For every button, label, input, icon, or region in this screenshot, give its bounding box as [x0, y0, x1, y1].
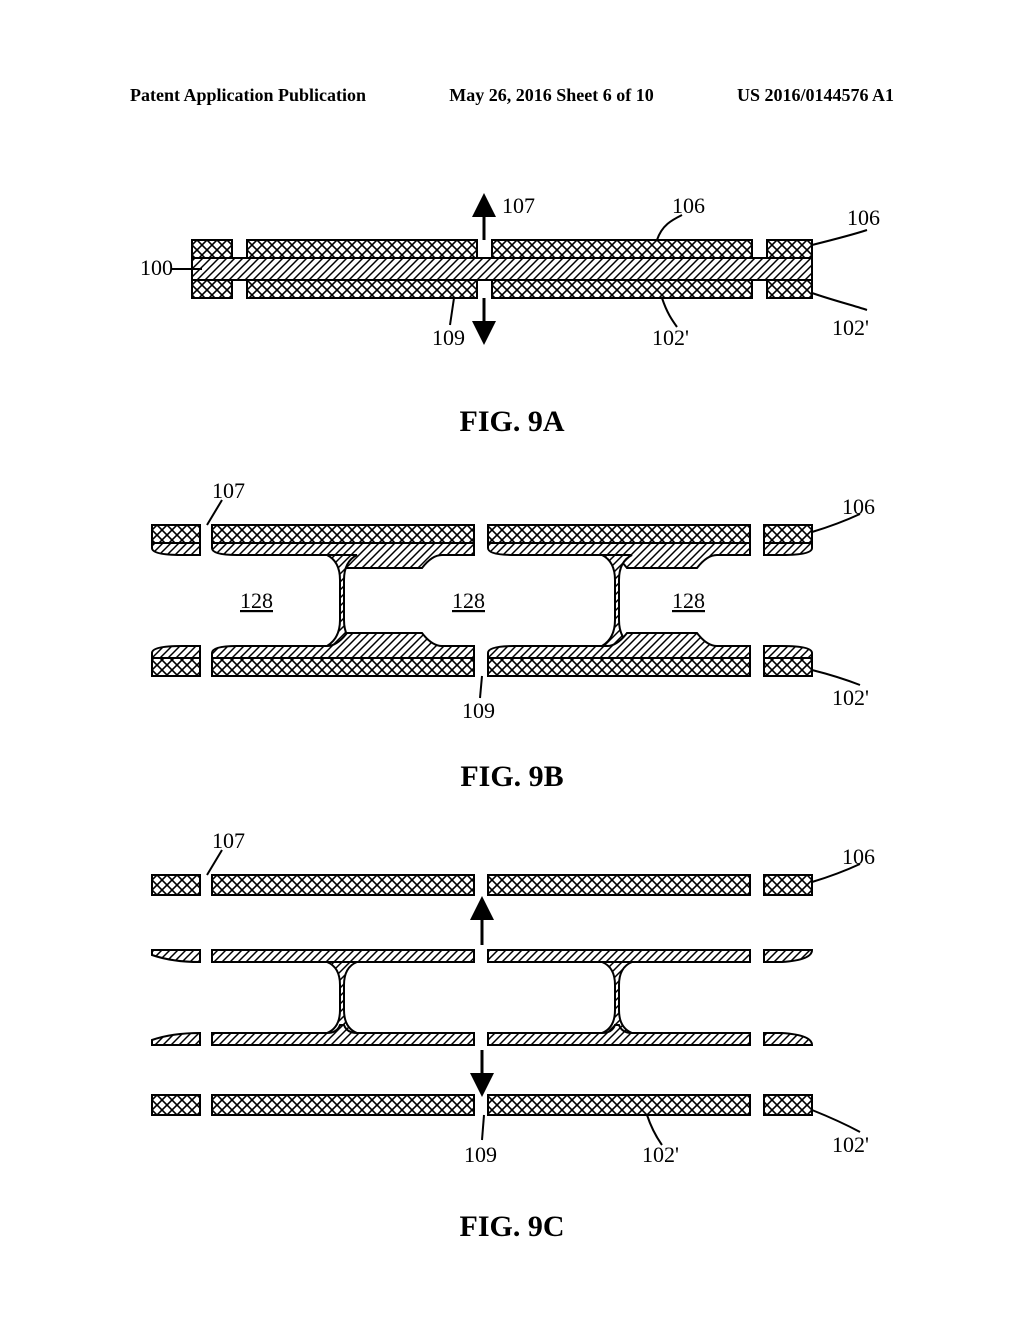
label-100: 100 — [140, 255, 173, 280]
label-102ca: 102' — [642, 1142, 679, 1167]
fig9c-caption: FIG. 9C — [132, 1210, 892, 1244]
page-header: Patent Application Publication May 26, 2… — [0, 85, 1024, 106]
label-109c: 109 — [464, 1142, 497, 1167]
fig9b-caption: FIG. 9B — [132, 760, 892, 794]
label-106c: 106 — [842, 844, 875, 869]
label-107b: 107 — [212, 478, 245, 503]
figure-9b: 107 106 109 102' 128 128 128 FIG. 9B — [132, 470, 892, 794]
label-102cb: 102' — [832, 1132, 869, 1157]
label-128b: 128 — [452, 588, 485, 613]
label-106a: 106 — [672, 193, 705, 218]
label-102a: 102' — [652, 325, 689, 350]
label-102b: 102' — [832, 315, 869, 340]
figure-9b-svg: 107 106 109 102' 128 128 128 — [132, 470, 892, 750]
header-left: Patent Application Publication — [130, 85, 366, 106]
figure-9a: 100 107 106 106 109 102' 102' FIG. 9A — [132, 185, 892, 439]
figure-9c: 107 106 109 102' 102' FIG. 9C — [132, 820, 892, 1244]
label-106b2: 106 — [842, 494, 875, 519]
fig9a-caption: FIG. 9A — [132, 405, 892, 439]
label-109b: 109 — [462, 698, 495, 723]
label-128a: 128 — [240, 588, 273, 613]
label-107c: 107 — [212, 828, 245, 853]
label-109: 109 — [432, 325, 465, 350]
label-106b: 106 — [847, 205, 880, 230]
header-center: May 26, 2016 Sheet 6 of 10 — [449, 85, 653, 106]
figure-9c-svg: 107 106 109 102' 102' — [132, 820, 892, 1200]
figure-9a-svg: 100 107 106 106 109 102' 102' — [132, 185, 892, 395]
label-102b2: 102' — [832, 685, 869, 710]
label-128c: 128 — [672, 588, 705, 613]
label-107: 107 — [502, 193, 535, 218]
header-right: US 2016/0144576 A1 — [737, 85, 894, 106]
